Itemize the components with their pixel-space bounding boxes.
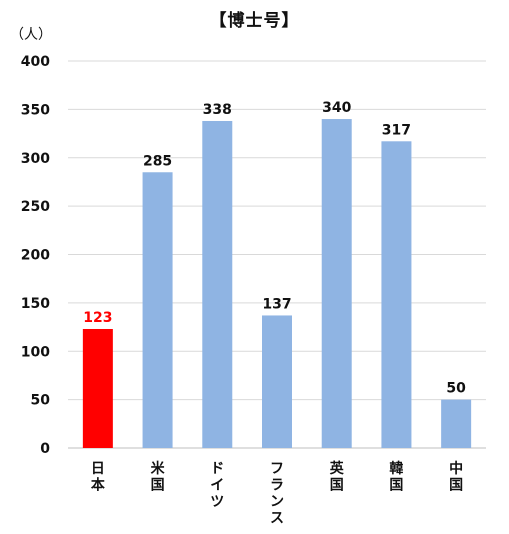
data-labels: 123 285 338 137 340 317 50 bbox=[83, 100, 466, 397]
data-label: 50 bbox=[446, 381, 466, 397]
x-axis-categories: 日本 米国 ドイツ フランス 英国 韓国 中国 bbox=[91, 460, 463, 527]
y-tick-label: 400 bbox=[21, 54, 50, 70]
x-tick-label: 韓国 bbox=[389, 460, 403, 494]
bars bbox=[82, 119, 472, 449]
x-tick-label: フランス bbox=[270, 461, 284, 527]
data-label: 340 bbox=[322, 100, 351, 116]
bar bbox=[262, 315, 292, 448]
y-tick-label: 100 bbox=[21, 344, 50, 360]
x-tick-label: ドイツ bbox=[210, 461, 224, 510]
bar bbox=[321, 119, 352, 449]
bar bbox=[441, 399, 472, 448]
data-label: 123 bbox=[83, 310, 112, 326]
x-tick-label: 米国 bbox=[151, 460, 166, 494]
x-tick-label: 中国 bbox=[449, 460, 463, 494]
y-tick-label: 300 bbox=[21, 151, 50, 167]
bar bbox=[82, 328, 113, 448]
data-label: 285 bbox=[143, 153, 172, 169]
y-tick-label: 0 bbox=[40, 441, 50, 457]
gridlines bbox=[68, 60, 486, 449]
data-label: 317 bbox=[382, 122, 411, 138]
x-tick-label: 日本 bbox=[91, 461, 106, 494]
y-axis-unit-label: （人） bbox=[10, 27, 52, 43]
y-axis-ticks: 0 50 100 150 200 250 300 350 400 bbox=[21, 54, 50, 457]
chart-title: 【博士号】 bbox=[209, 11, 300, 31]
y-tick-label: 50 bbox=[31, 393, 51, 409]
data-label: 137 bbox=[262, 296, 291, 312]
bar bbox=[381, 141, 412, 449]
y-tick-label: 150 bbox=[21, 296, 50, 312]
y-tick-label: 350 bbox=[21, 102, 50, 118]
y-tick-label: 250 bbox=[21, 199, 50, 215]
bar bbox=[202, 120, 233, 449]
y-tick-label: 200 bbox=[21, 248, 50, 264]
bar bbox=[142, 172, 173, 448]
x-tick-label: 英国 bbox=[329, 460, 345, 494]
data-label: 338 bbox=[203, 102, 232, 118]
